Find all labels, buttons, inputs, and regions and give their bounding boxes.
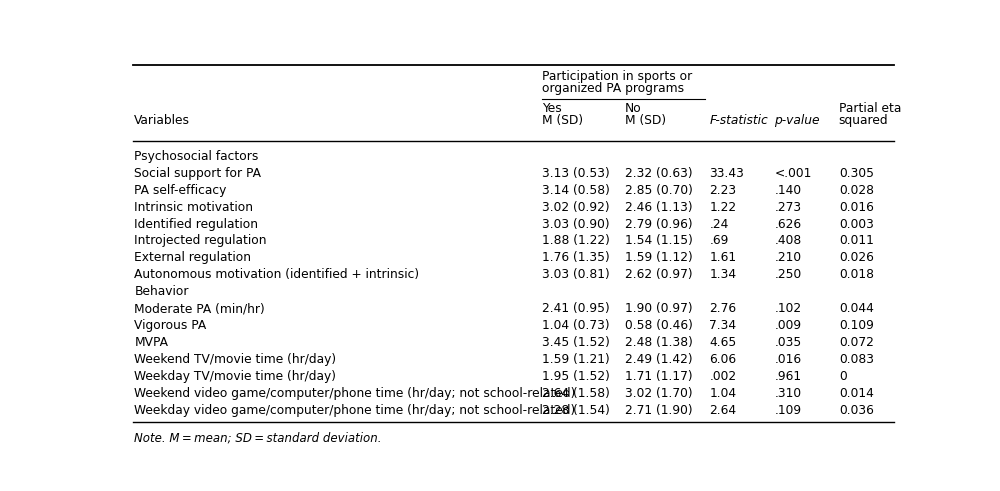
Text: 1.76 (1.35): 1.76 (1.35) <box>542 251 610 265</box>
Text: Weekday video game/computer/phone time (hr/day; not school-related): Weekday video game/computer/phone time (… <box>134 404 576 417</box>
Text: 1.04 (0.73): 1.04 (0.73) <box>542 319 610 332</box>
Text: M (SD): M (SD) <box>542 114 583 127</box>
Text: <.001: <.001 <box>774 167 812 180</box>
Text: 1.61: 1.61 <box>709 251 736 265</box>
Text: 0.109: 0.109 <box>839 319 874 332</box>
Text: Yes: Yes <box>542 102 562 115</box>
Text: 0.036: 0.036 <box>839 404 874 417</box>
Text: .273: .273 <box>774 201 802 214</box>
Text: 3.03 (0.90): 3.03 (0.90) <box>542 218 610 231</box>
Text: 1.95 (1.52): 1.95 (1.52) <box>542 370 610 383</box>
Text: Identified regulation: Identified regulation <box>134 218 258 231</box>
Text: 1.54 (1.15): 1.54 (1.15) <box>625 235 693 247</box>
Text: .140: .140 <box>774 184 802 197</box>
Text: 2.64: 2.64 <box>709 404 736 417</box>
Text: .102: .102 <box>774 302 802 315</box>
Text: Intrinsic motivation: Intrinsic motivation <box>134 201 253 214</box>
Text: .24: .24 <box>709 218 729 231</box>
Text: Note. M = mean; SD = standard deviation.: Note. M = mean; SD = standard deviation. <box>134 432 382 444</box>
Text: No: No <box>625 102 642 115</box>
Text: 2.48 (1.38): 2.48 (1.38) <box>625 336 693 349</box>
Text: 2.28 (1.54): 2.28 (1.54) <box>542 404 610 417</box>
Text: 2.32 (0.63): 2.32 (0.63) <box>625 167 692 180</box>
Text: 2.76: 2.76 <box>709 302 736 315</box>
Text: 0.072: 0.072 <box>839 336 874 349</box>
Text: 2.23: 2.23 <box>709 184 736 197</box>
Text: 1.90 (0.97): 1.90 (0.97) <box>625 302 692 315</box>
Text: Introjected regulation: Introjected regulation <box>134 235 267 247</box>
Text: 1.88 (1.22): 1.88 (1.22) <box>542 235 610 247</box>
Text: Behavior: Behavior <box>134 285 189 299</box>
Text: .109: .109 <box>774 404 802 417</box>
Text: 2.71 (1.90): 2.71 (1.90) <box>625 404 692 417</box>
Text: 3.02 (0.92): 3.02 (0.92) <box>542 201 610 214</box>
Text: 0.016: 0.016 <box>839 201 874 214</box>
Text: 6.06: 6.06 <box>709 353 736 366</box>
Text: 0.003: 0.003 <box>839 218 874 231</box>
Text: Participation in sports or: Participation in sports or <box>542 70 692 82</box>
Text: 3.13 (0.53): 3.13 (0.53) <box>542 167 610 180</box>
Text: .69: .69 <box>709 235 729 247</box>
Text: 2.64 (1.58): 2.64 (1.58) <box>542 387 610 400</box>
Text: 1.59 (1.21): 1.59 (1.21) <box>542 353 610 366</box>
Text: 1.22: 1.22 <box>709 201 736 214</box>
Text: 2.85 (0.70): 2.85 (0.70) <box>625 184 693 197</box>
Text: .961: .961 <box>774 370 802 383</box>
Text: 3.45 (1.52): 3.45 (1.52) <box>542 336 610 349</box>
Text: .310: .310 <box>774 387 802 400</box>
Text: 1.59 (1.12): 1.59 (1.12) <box>625 251 693 265</box>
Text: 0.018: 0.018 <box>839 269 874 281</box>
Text: .250: .250 <box>774 269 802 281</box>
Text: p-value: p-value <box>774 114 820 127</box>
Text: 1.04: 1.04 <box>709 387 736 400</box>
Text: 0.305: 0.305 <box>839 167 874 180</box>
Text: 2.46 (1.13): 2.46 (1.13) <box>625 201 692 214</box>
Text: 0.026: 0.026 <box>839 251 874 265</box>
Text: F-statistic: F-statistic <box>709 114 768 127</box>
Text: Weekend TV/movie time (hr/day): Weekend TV/movie time (hr/day) <box>134 353 336 366</box>
Text: 0.014: 0.014 <box>839 387 874 400</box>
Text: M (SD): M (SD) <box>625 114 666 127</box>
Text: 1.34: 1.34 <box>709 269 736 281</box>
Text: 0: 0 <box>839 370 847 383</box>
Text: .009: .009 <box>774 319 802 332</box>
Text: .035: .035 <box>774 336 802 349</box>
Text: organized PA programs: organized PA programs <box>542 82 684 95</box>
Text: 0.58 (0.46): 0.58 (0.46) <box>625 319 693 332</box>
Text: 1.71 (1.17): 1.71 (1.17) <box>625 370 692 383</box>
Text: Partial eta: Partial eta <box>839 102 901 115</box>
Text: Moderate PA (min/hr): Moderate PA (min/hr) <box>134 302 265 315</box>
Text: 3.14 (0.58): 3.14 (0.58) <box>542 184 610 197</box>
Text: 2.49 (1.42): 2.49 (1.42) <box>625 353 692 366</box>
Text: 2.62 (0.97): 2.62 (0.97) <box>625 269 692 281</box>
Text: 2.79 (0.96): 2.79 (0.96) <box>625 218 692 231</box>
Text: .626: .626 <box>774 218 802 231</box>
Text: External regulation: External regulation <box>134 251 251 265</box>
Text: 4.65: 4.65 <box>709 336 737 349</box>
Text: squared: squared <box>839 114 888 127</box>
Text: 33.43: 33.43 <box>709 167 744 180</box>
Text: Vigorous PA: Vigorous PA <box>134 319 207 332</box>
Text: 0.028: 0.028 <box>839 184 874 197</box>
Text: 2.41 (0.95): 2.41 (0.95) <box>542 302 610 315</box>
Text: MVPA: MVPA <box>134 336 168 349</box>
Text: 0.044: 0.044 <box>839 302 874 315</box>
Text: 3.03 (0.81): 3.03 (0.81) <box>542 269 610 281</box>
Text: Autonomous motivation (identified + intrinsic): Autonomous motivation (identified + intr… <box>134 269 419 281</box>
Text: .016: .016 <box>774 353 802 366</box>
Text: 0.011: 0.011 <box>839 235 874 247</box>
Text: .002: .002 <box>709 370 736 383</box>
Text: .210: .210 <box>774 251 802 265</box>
Text: Social support for PA: Social support for PA <box>134 167 261 180</box>
Text: 0.083: 0.083 <box>839 353 874 366</box>
Text: 7.34: 7.34 <box>709 319 736 332</box>
Text: .408: .408 <box>774 235 802 247</box>
Text: PA self-efficacy: PA self-efficacy <box>134 184 227 197</box>
Text: Weekend video game/computer/phone time (hr/day; not school-related): Weekend video game/computer/phone time (… <box>134 387 576 400</box>
Text: Weekday TV/movie time (hr/day): Weekday TV/movie time (hr/day) <box>134 370 336 383</box>
Text: Variables: Variables <box>134 114 190 127</box>
Text: 3.02 (1.70): 3.02 (1.70) <box>625 387 692 400</box>
Text: Psychosocial factors: Psychosocial factors <box>134 150 259 163</box>
